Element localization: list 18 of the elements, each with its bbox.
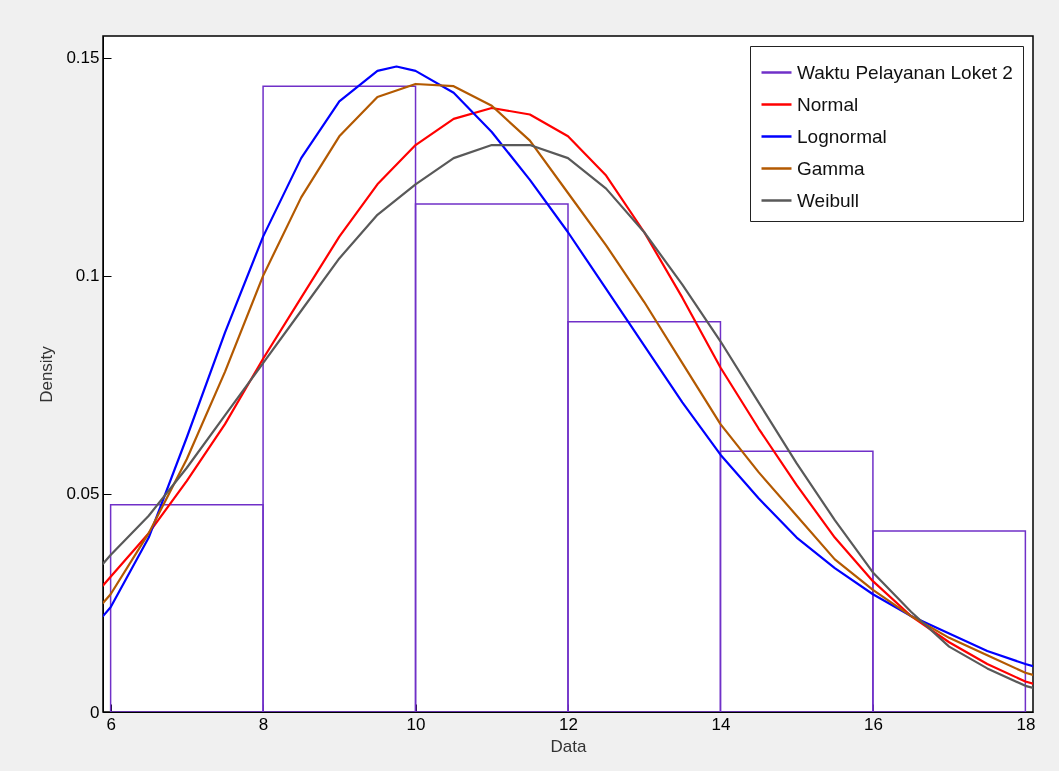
legend-label: Gamma	[797, 157, 865, 179]
x-axis-title: Data	[550, 736, 587, 756]
y-tick-label: 0	[90, 702, 100, 722]
legend-label: Normal	[797, 93, 859, 115]
y-tick-label: 0.15	[66, 48, 100, 68]
y-tick-label: 0.05	[66, 484, 100, 504]
x-tick-label: 12	[559, 714, 578, 734]
x-tick-label: 16	[863, 714, 883, 734]
legend-label: Weibull	[797, 189, 859, 211]
x-tick-label: 14	[711, 714, 731, 734]
y-axis-title: Density	[37, 345, 57, 403]
legend-label: Waktu Pelayanan Loket 2	[797, 61, 1013, 83]
x-tick-label: 8	[258, 714, 269, 734]
y-tick-label: 0.1	[75, 266, 100, 286]
x-tick-label: 18	[1016, 714, 1036, 734]
x-tick-label: 10	[406, 714, 426, 734]
legend-label: Lognormal	[797, 125, 887, 147]
x-tick-label: 6	[106, 714, 116, 734]
